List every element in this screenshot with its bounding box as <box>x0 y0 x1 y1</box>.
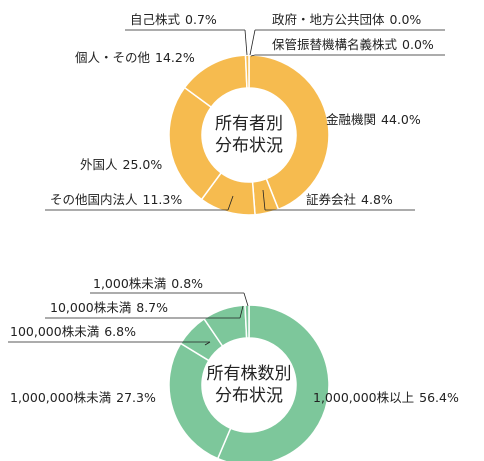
category-name: 1,000,000株以上 <box>313 390 414 405</box>
category-name: 外国人 <box>80 157 118 172</box>
value-label: 14.2% <box>155 50 195 65</box>
leader-line <box>239 305 244 319</box>
segment-label: 金融機関 44.0% <box>326 112 421 127</box>
leader-line <box>243 292 249 307</box>
category-name: 証券会社 <box>306 192 356 207</box>
category-name: 100,000株未満 <box>10 324 99 339</box>
segment-label: 自己株式 0.7% <box>130 12 217 27</box>
value-label: 6.8% <box>104 324 136 339</box>
leader-line <box>250 54 256 57</box>
category-name: 10,000株未満 <box>50 300 131 315</box>
value-label: 56.4% <box>419 390 459 405</box>
center-label: 分布状況 <box>215 386 283 406</box>
category-name: 保管振替機構名義株式 <box>272 37 398 52</box>
category-name: 1,000株未満 <box>93 276 166 291</box>
center-label: 分布状況 <box>215 136 283 156</box>
category-name: 政府・地方公共団体 <box>272 12 385 27</box>
leader-line <box>204 341 211 346</box>
value-label: 0.0% <box>402 37 434 52</box>
leader-line <box>244 29 248 56</box>
value-label: 4.8% <box>361 192 393 207</box>
category-name: その他国内法人 <box>50 192 138 207</box>
leader-line <box>262 189 266 211</box>
segment-label: その他国内法人 11.3% <box>50 192 182 207</box>
donut-hole <box>202 338 296 432</box>
segment-label: 1,000,000株未満 27.3% <box>10 390 156 405</box>
category-name: 金融機関 <box>326 112 376 127</box>
value-label: 25.0% <box>123 157 163 172</box>
value-label: 0.8% <box>171 276 203 291</box>
segment-label: 保管振替機構名義株式 0.0% <box>272 37 434 52</box>
segment-label: 1,000株未満 0.8% <box>93 276 203 291</box>
leader-line <box>249 29 256 56</box>
center-label: 所有者別 <box>215 114 283 134</box>
segment-label: 100,000株未満 6.8% <box>10 324 136 339</box>
segment-label: 外国人 25.0% <box>80 157 162 172</box>
value-label: 0.0% <box>390 12 422 27</box>
segment-label: 政府・地方公共団体 0.0% <box>272 12 421 27</box>
segment-label: 10,000株未満 8.7% <box>50 300 168 315</box>
donut-hole <box>202 88 296 182</box>
donut-segment <box>244 54 250 89</box>
segment-label: 1,000,000株以上 56.4% <box>313 390 459 405</box>
leader-line <box>227 195 234 211</box>
category-name: 1,000,000株未満 <box>10 390 111 405</box>
segment-label: 個人・その他 14.2% <box>75 50 195 65</box>
value-label: 11.3% <box>143 192 183 207</box>
segment-label: 証券会社 4.8% <box>306 192 393 207</box>
value-label: 0.7% <box>185 12 217 27</box>
center-label: 所有株数別 <box>207 364 292 384</box>
value-label: 27.3% <box>116 390 156 405</box>
value-label: 44.0% <box>381 112 421 127</box>
value-label: 8.7% <box>136 300 168 315</box>
category-name: 自己株式 <box>130 12 181 27</box>
category-name: 個人・その他 <box>75 50 151 65</box>
